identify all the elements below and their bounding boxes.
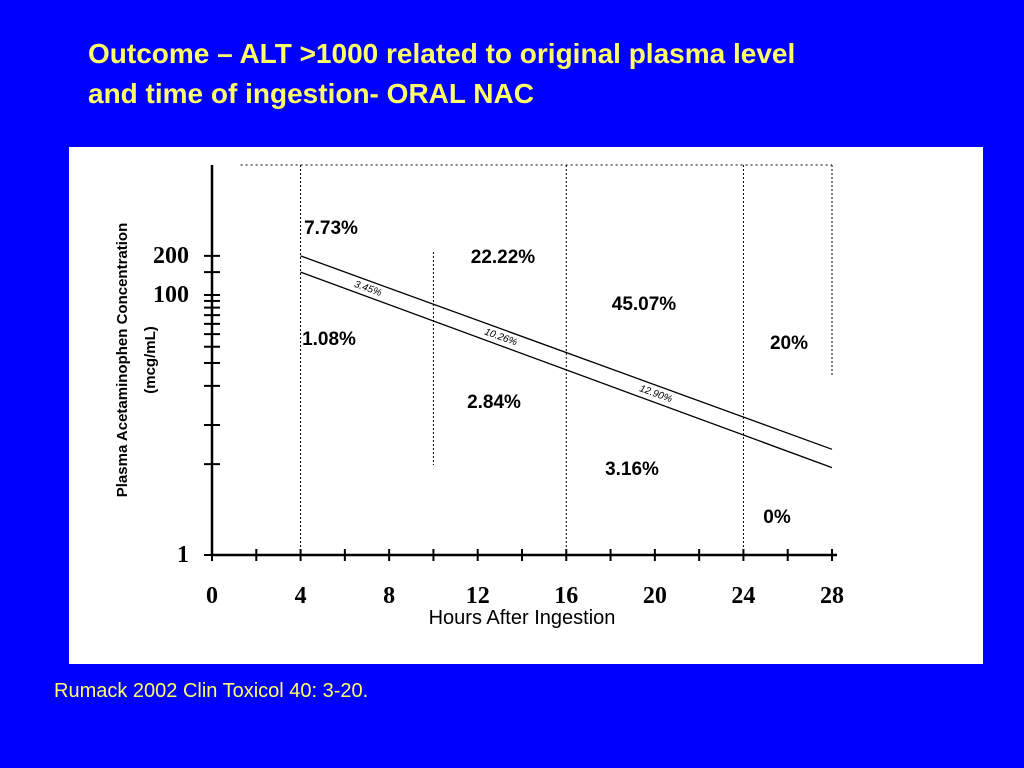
- x-tick-label: 16: [554, 583, 578, 609]
- outcome-label: 0%: [763, 507, 791, 528]
- slide-title: Outcome – ALT >1000 related to original …: [88, 34, 988, 114]
- outcome-label: 45.07%: [612, 294, 677, 315]
- y-tick-label: 100: [153, 282, 189, 308]
- line-label: 3.45%: [353, 279, 384, 299]
- line-label: 12.90%: [638, 383, 674, 405]
- y-axis-units: (mcg/mL): [142, 326, 159, 394]
- slide-title-line-2: and time of ingestion- ORAL NAC: [88, 78, 534, 109]
- treatment-line-1: [300, 255, 833, 450]
- x-tick-label: 4: [295, 583, 307, 609]
- y-axis-title: Plasma Acetaminophen Concentration: [114, 223, 131, 498]
- outcome-label: 22.22%: [471, 247, 536, 268]
- outcome-label: 3.16%: [605, 459, 659, 480]
- x-axis-title: Hours After Ingestion: [429, 607, 616, 629]
- nomogram-chart: 0 4 8 12 16 20 24 28 1 100 200 Hours After Ingestio…: [114, 164, 844, 629]
- outcome-label: 1.08%: [302, 329, 356, 350]
- outcome-label: 7.73%: [304, 218, 358, 239]
- x-tick-label: 28: [820, 583, 844, 609]
- treatment-line-2: [300, 271, 833, 469]
- outcome-label: 20%: [770, 333, 808, 354]
- citation: Rumack 2002 Clin Toxicol 40: 3-20.: [54, 680, 369, 702]
- chart-panel: 0 4 8 12 16 20 24 28 1 100 200 Hours After Ingestio…: [69, 147, 983, 664]
- x-tick-label: 12: [466, 583, 490, 609]
- x-tick-label: 0: [206, 583, 218, 609]
- slide-title-line-1: Outcome – ALT >1000 related to original …: [88, 38, 796, 69]
- y-tick-label: 1: [177, 542, 189, 568]
- x-tick-label: 8: [383, 583, 395, 609]
- y-tick-label: 200: [153, 243, 189, 269]
- outcome-label: 2.84%: [467, 392, 521, 413]
- x-tick-label: 24: [731, 583, 755, 609]
- x-tick-label: 20: [643, 583, 667, 609]
